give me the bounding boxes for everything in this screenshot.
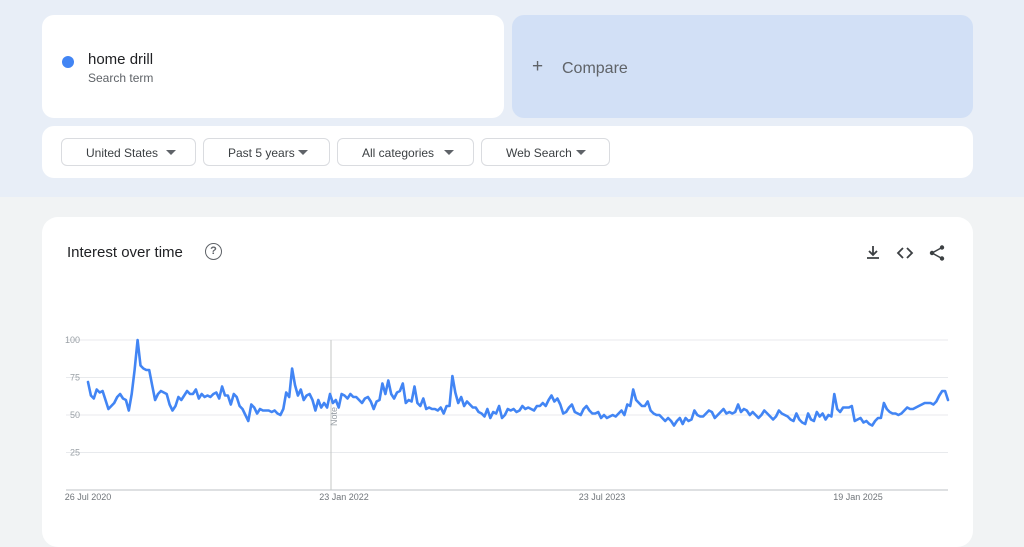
search-type-select[interactable]: Web Search [481,138,610,166]
x-axis-ticks: 26 Jul 2020 23 Jan 2022 23 Jul 2023 19 Jan … [65,492,883,502]
x-tick-label: 23 Jan 2022 [319,492,369,502]
y-tick-label: 25 [70,448,80,458]
dropdown-arrow-icon [444,150,454,155]
y-tick-label: 75 [70,373,80,383]
category-select-label: All categories [362,146,435,160]
category-select[interactable]: All categories [337,138,474,166]
share-icon[interactable] [928,244,946,262]
x-tick-label: 23 Jul 2023 [579,492,626,502]
y-axis-ticks: 100 75 50 25 [65,335,80,458]
interest-line-chart: 100 75 50 25 26 Jul 2020 23 Jan 2022 23 Jul 2… [65,335,950,502]
filter-bar: United States Past 5 years All categorie… [42,126,973,178]
interest-over-time-title: Interest over time [67,244,183,261]
embed-code-icon[interactable] [896,244,914,262]
help-icon[interactable]: ? [205,243,222,260]
compare-label: Compare [562,60,628,77]
compare-button[interactable]: + Compare [512,15,973,118]
search-term-sublabel: Search term [88,71,154,85]
region-select[interactable]: United States [61,138,196,166]
search-term-card[interactable]: home drill Search term [42,15,504,118]
time-range-select[interactable]: Past 5 years [203,138,330,166]
series-group [86,338,950,427]
region-select-label: United States [86,146,159,160]
chart-gridlines [66,339,948,491]
dropdown-arrow-icon [576,150,586,155]
x-tick-label: 26 Jul 2020 [65,492,112,502]
plus-icon: + [532,56,544,77]
time-range-select-label: Past 5 years [228,146,295,160]
dropdown-arrow-icon [166,150,176,155]
series-line [86,338,950,427]
download-icon[interactable] [864,244,882,262]
interest-over-time-card: Interest over time ? [42,217,973,547]
chart-annotation[interactable]: Note [329,340,339,490]
annotation-note-label[interactable]: Note [329,407,339,426]
search-term-label[interactable]: home drill [88,51,154,68]
y-tick-label: 100 [65,335,80,345]
search-type-select-label: Web Search [506,146,572,160]
y-tick-label: 50 [70,410,80,420]
dropdown-arrow-icon [298,150,308,155]
x-tick-label: 19 Jan 2025 [833,492,883,502]
series-color-dot [62,56,74,68]
